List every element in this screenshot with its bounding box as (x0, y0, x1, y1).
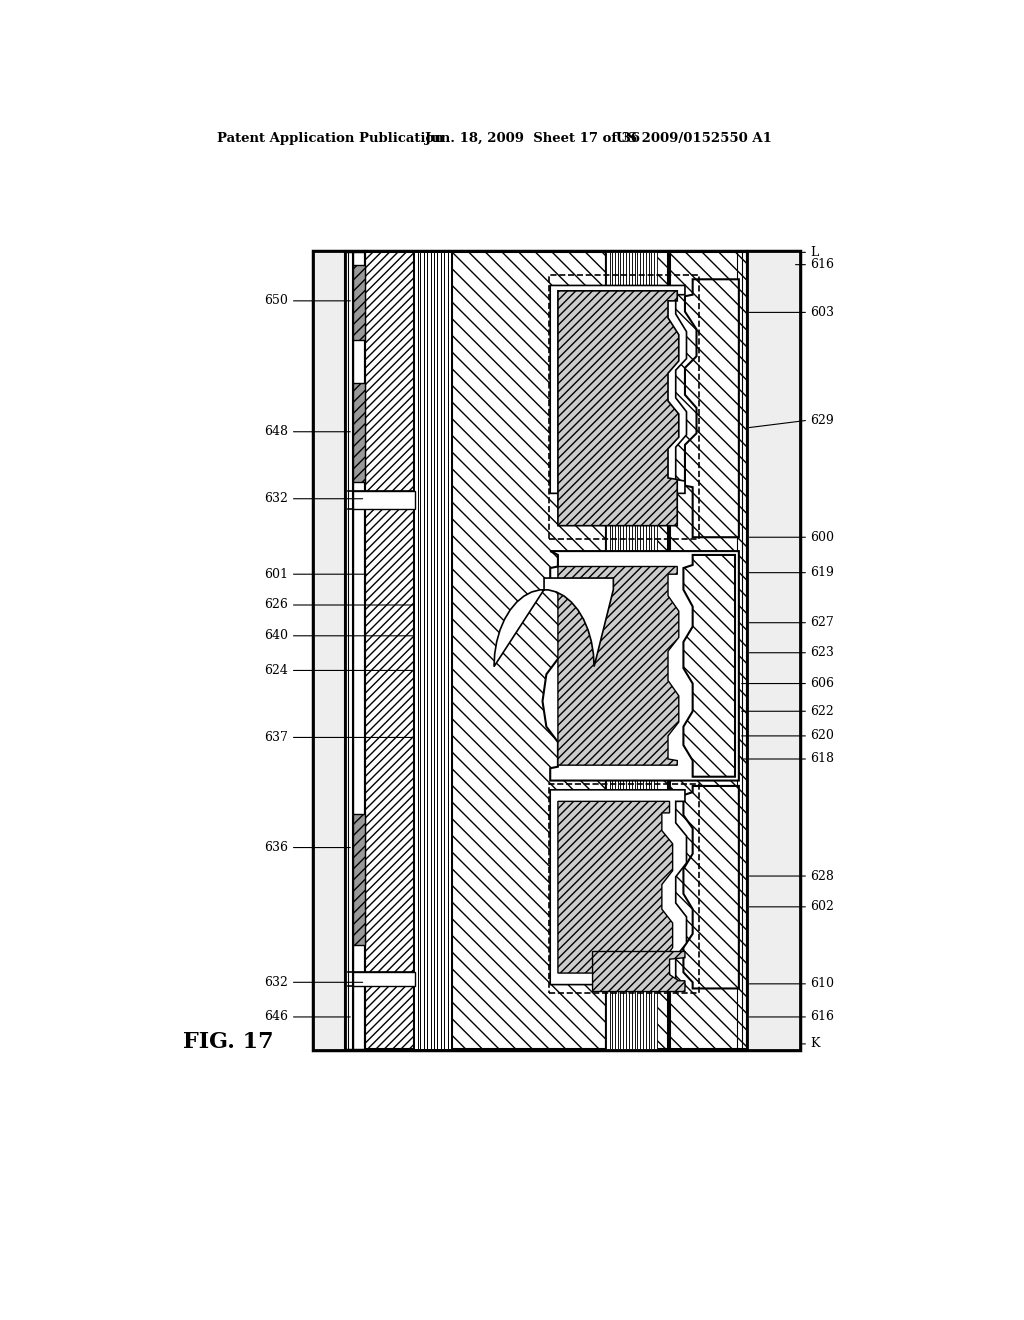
Text: Jun. 18, 2009  Sheet 17 of 36: Jun. 18, 2009 Sheet 17 of 36 (425, 132, 640, 145)
Text: 602: 602 (810, 900, 835, 913)
Bar (431, 252, 434, 1048)
Bar (313, 251, 345, 1051)
Bar (640, 252, 643, 1048)
Bar (606, 252, 668, 1048)
Text: 636: 636 (264, 841, 289, 854)
Bar (424, 252, 427, 1048)
Polygon shape (683, 785, 739, 989)
Polygon shape (494, 578, 613, 667)
Bar (635, 252, 637, 1048)
Bar (651, 252, 654, 1048)
Bar (441, 252, 444, 1048)
Text: 619: 619 (810, 566, 835, 579)
Bar (637, 252, 640, 1048)
Polygon shape (683, 554, 735, 776)
Text: 623: 623 (810, 647, 835, 659)
Polygon shape (685, 280, 739, 537)
Text: 620: 620 (810, 730, 835, 742)
Polygon shape (593, 952, 685, 991)
Text: 622: 622 (810, 705, 835, 718)
Text: US 2009/0152550 A1: US 2009/0152550 A1 (615, 132, 771, 145)
Text: 600: 600 (810, 531, 835, 544)
Bar (353, 383, 366, 482)
Bar (649, 252, 651, 1048)
Text: 624: 624 (264, 664, 289, 677)
Text: 618: 618 (810, 752, 835, 766)
Bar (313, 251, 800, 1051)
Text: 606: 606 (810, 677, 835, 690)
Bar (366, 252, 414, 1048)
Bar (353, 814, 366, 945)
Bar (353, 972, 415, 986)
Text: 616: 616 (810, 1010, 835, 1023)
Text: 629: 629 (810, 413, 835, 426)
Text: 616: 616 (810, 259, 835, 271)
Bar (418, 252, 420, 1048)
Bar (627, 252, 629, 1048)
Bar (420, 252, 424, 1048)
Bar (353, 491, 415, 508)
Bar (453, 252, 606, 1048)
Bar (549, 276, 698, 539)
Polygon shape (558, 566, 679, 766)
Text: L: L (810, 246, 819, 259)
Polygon shape (543, 552, 739, 780)
Bar (629, 252, 632, 1048)
Polygon shape (558, 290, 679, 525)
Text: 601: 601 (264, 568, 289, 581)
Bar (609, 252, 611, 1048)
Bar (654, 252, 657, 1048)
Bar (614, 252, 617, 1048)
Bar (646, 252, 649, 1048)
Text: 640: 640 (264, 630, 289, 643)
Bar (632, 252, 635, 1048)
Bar (670, 252, 746, 1048)
Bar (643, 252, 646, 1048)
Polygon shape (550, 789, 686, 986)
Bar (427, 252, 431, 1048)
Bar (444, 252, 447, 1048)
Text: 632: 632 (264, 975, 289, 989)
Text: 626: 626 (264, 598, 289, 611)
Text: 650: 650 (264, 294, 289, 308)
Text: K: K (810, 1038, 820, 1051)
Text: FIG. 17: FIG. 17 (183, 1031, 273, 1053)
Bar (746, 251, 800, 1051)
Bar (447, 252, 451, 1048)
Bar (621, 252, 624, 1048)
Text: 637: 637 (264, 731, 289, 744)
Text: 628: 628 (810, 870, 835, 883)
Bar (606, 252, 609, 1048)
Bar (437, 252, 441, 1048)
Polygon shape (558, 801, 673, 986)
Text: 646: 646 (264, 1010, 289, 1023)
Bar (617, 252, 621, 1048)
Text: 603: 603 (810, 306, 835, 319)
Bar (414, 252, 418, 1048)
Bar (353, 265, 366, 341)
Text: 627: 627 (810, 616, 835, 630)
Polygon shape (550, 285, 686, 494)
Bar (434, 252, 437, 1048)
Bar (549, 784, 698, 993)
Text: Patent Application Publication: Patent Application Publication (217, 132, 443, 145)
Text: 648: 648 (264, 425, 289, 438)
Bar (611, 252, 614, 1048)
Text: 610: 610 (810, 977, 835, 990)
Text: 632: 632 (264, 492, 289, 506)
Bar (624, 252, 627, 1048)
